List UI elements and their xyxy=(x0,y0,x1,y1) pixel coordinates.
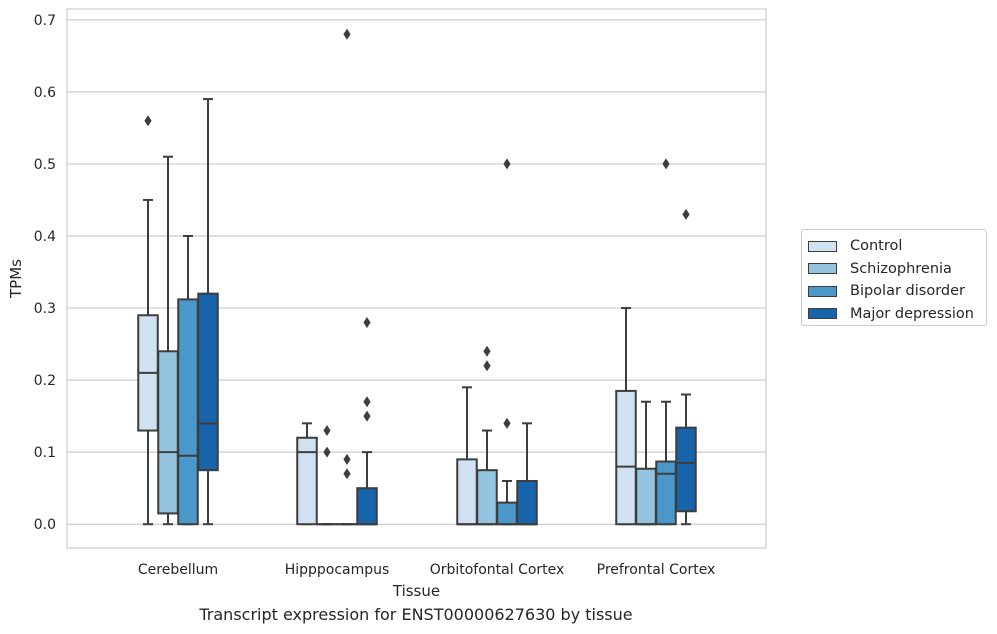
outlier-point xyxy=(323,446,331,458)
y-tick-label: 0.7 xyxy=(34,13,56,29)
y-axis-ticks: 0.0 0.1 0.2 0.3 0.4 0.5 0.6 0.7 xyxy=(34,13,56,533)
x-tick-label: Orbitofontal Cortex xyxy=(430,562,565,578)
box-schizophrenia-1 xyxy=(316,425,338,526)
box-iqr xyxy=(157,350,179,515)
outlier-point xyxy=(503,417,511,429)
y-tick-label: 0.3 xyxy=(34,301,56,317)
legend-label-major-depression: Major depression xyxy=(850,305,974,322)
x-tick-label: Prefrontal Cortex xyxy=(597,562,716,578)
legend-item-schizophrenia: Schizophrenia xyxy=(802,258,986,281)
outlier-point xyxy=(343,28,351,40)
x-tick-label: Cerebellum xyxy=(138,562,218,578)
box-major-depression-0 xyxy=(197,98,219,526)
legend-label-control: Control xyxy=(850,238,903,255)
box-iqr xyxy=(197,292,219,472)
legend-item-major-depression: Major depression xyxy=(802,303,986,326)
box-control-2 xyxy=(456,386,478,526)
box-control-1 xyxy=(296,422,318,526)
y-tick-label: 0.5 xyxy=(34,157,56,173)
box-series xyxy=(137,28,697,526)
legend-item-bipolar-disorder: Bipolar disorder xyxy=(802,280,986,303)
y-tick-label: 0.6 xyxy=(34,85,56,101)
box-iqr xyxy=(655,460,677,526)
y-tick-label: 0.0 xyxy=(34,517,56,533)
box-major-depression-3 xyxy=(675,208,697,526)
box-iqr xyxy=(516,479,538,526)
box-iqr xyxy=(476,469,498,526)
box-bipolar-disorder-0 xyxy=(177,234,199,526)
outlier-point xyxy=(343,468,351,480)
legend-swatch-control xyxy=(808,240,837,252)
legend-label-schizophrenia: Schizophrenia xyxy=(850,260,952,277)
box-iqr xyxy=(177,298,199,526)
legend-label-bipolar-disorder: Bipolar disorder xyxy=(850,283,965,300)
outlier-point xyxy=(682,208,690,220)
chart-legend: Control Schizophrenia Bipolar disorder M… xyxy=(801,229,987,326)
outlier-point xyxy=(363,410,371,422)
box-iqr xyxy=(456,458,478,526)
y-tick-label: 0.1 xyxy=(34,445,56,461)
box-bipolar-disorder-2 xyxy=(496,158,518,526)
box-schizophrenia-0 xyxy=(157,155,179,526)
outlier-point xyxy=(503,158,511,170)
box-control-3 xyxy=(615,307,637,526)
legend-swatch-major-depression xyxy=(808,308,837,320)
box-bipolar-disorder-1 xyxy=(336,28,358,526)
box-iqr xyxy=(615,389,637,526)
legend-swatch-bipolar-disorder xyxy=(808,285,837,297)
outlier-point xyxy=(483,345,491,357)
box-iqr xyxy=(635,467,657,526)
x-axis-label: Tissue xyxy=(392,582,440,600)
outlier-point xyxy=(662,158,670,170)
x-axis-ticks: Cerebellum Hipppocampus Orbitofontal Corte… xyxy=(138,562,715,578)
y-axis-label: TPMs xyxy=(7,259,25,299)
outlier-point xyxy=(363,316,371,328)
outlier-point xyxy=(343,453,351,465)
x-tick-label: Hipppocampus xyxy=(285,562,390,578)
y-tick-label: 0.4 xyxy=(34,229,56,245)
box-iqr xyxy=(496,501,518,526)
y-tick-label: 0.2 xyxy=(34,373,56,389)
box-major-depression-2 xyxy=(516,422,538,526)
outlier-point xyxy=(144,115,152,127)
outlier-point xyxy=(323,425,331,437)
box-schizophrenia-2 xyxy=(476,345,498,526)
plot-area-frame xyxy=(66,8,767,549)
outlier-point xyxy=(483,360,491,372)
box-schizophrenia-3 xyxy=(635,400,657,526)
box-iqr xyxy=(296,436,318,526)
box-bipolar-disorder-3 xyxy=(655,158,677,526)
legend-item-control: Control xyxy=(802,235,986,258)
box-control-0 xyxy=(137,115,159,526)
box-iqr xyxy=(675,426,697,513)
box-iqr xyxy=(356,487,378,526)
box-major-depression-1 xyxy=(356,316,378,526)
outlier-point xyxy=(363,396,371,408)
chart-caption: Transcript expression for ENST0000062763… xyxy=(199,605,633,624)
legend-swatch-schizophrenia xyxy=(808,263,837,275)
